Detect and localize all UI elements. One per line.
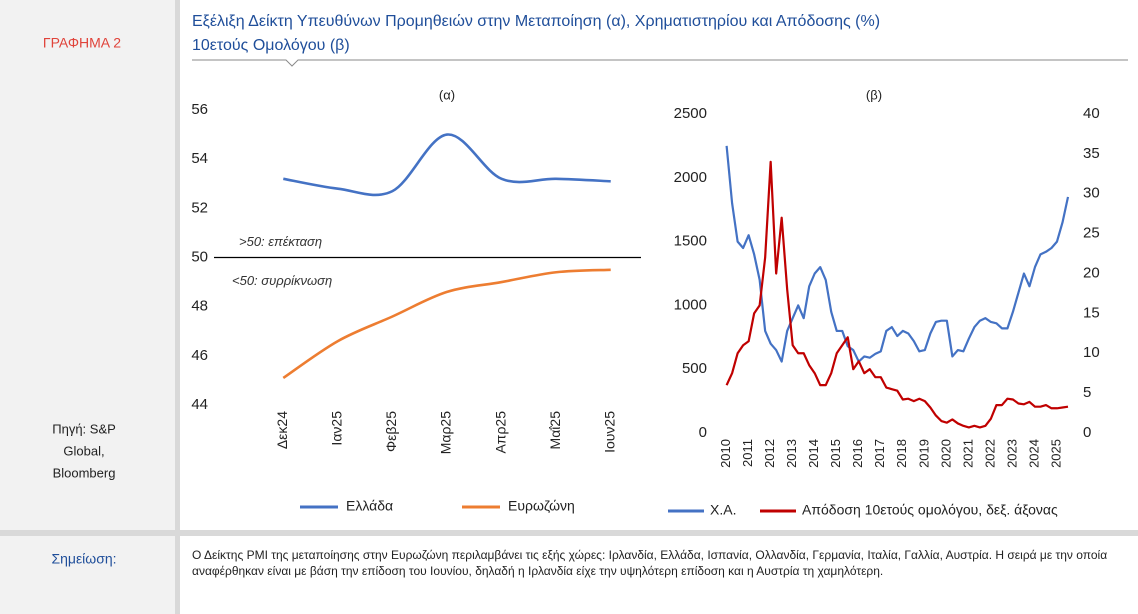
legend-label: Ελλάδα <box>346 498 393 514</box>
x-tick-label: Μαρ25 <box>438 411 454 455</box>
x-tick-label: 2024 <box>1026 439 1041 468</box>
page-title: 10ετούς Ομολόγου (β) <box>192 37 350 54</box>
y-tick-label: 48 <box>191 298 208 315</box>
side-panel <box>0 0 175 530</box>
y2-tick-label: 10 <box>1083 344 1100 361</box>
title-rule <box>192 59 1128 67</box>
y2-tick-label: 35 <box>1083 145 1100 162</box>
y-tick-label: 500 <box>682 360 707 377</box>
x-tick-label: 2013 <box>784 439 799 468</box>
line-series <box>725 145 1070 363</box>
legend-label: Χ.Α. <box>710 502 736 518</box>
annotation: >50: επέκταση <box>239 234 322 249</box>
x-tick-label: 2012 <box>762 439 777 468</box>
x-tick-label: Δεκ24 <box>274 411 290 449</box>
x-tick-label: 2025 <box>1048 439 1063 468</box>
y-tick-label: 56 <box>191 101 208 118</box>
x-tick-label: 2023 <box>1004 439 1019 468</box>
x-tick-label: 2020 <box>938 439 953 468</box>
y2-tick-label: 30 <box>1083 185 1100 202</box>
y-tick-label: 2500 <box>674 105 707 122</box>
y-tick-label: 52 <box>191 199 208 216</box>
y2-tick-label: 0 <box>1083 424 1091 441</box>
y-tick-label: 46 <box>191 347 208 364</box>
separator <box>0 530 1138 536</box>
line-series <box>282 268 611 380</box>
x-tick-label: Ιαν25 <box>329 411 345 446</box>
note: Ο Δείκτης PMI της μεταποίησης στην Ευρωζ… <box>192 548 1108 578</box>
separator <box>175 536 180 614</box>
y-tick-label: 50 <box>191 248 208 265</box>
chart-title: (α) <box>439 87 455 102</box>
x-tick-label: 2022 <box>982 439 997 468</box>
legend-label: Ευρωζώνη <box>508 498 575 514</box>
chart-title: (β) <box>866 87 882 102</box>
x-tick-label: 2011 <box>740 439 755 467</box>
source: Global, <box>63 443 104 458</box>
y-tick-label: 44 <box>191 396 208 413</box>
x-tick-label: Απρ25 <box>492 411 508 454</box>
x-tick-label: 2016 <box>850 439 865 468</box>
x-tick-label: 2010 <box>718 439 733 468</box>
x-tick-label: 2021 <box>960 439 975 468</box>
separator <box>175 0 180 530</box>
x-tick-label: 2015 <box>828 439 843 468</box>
x-tick-label: 2014 <box>806 439 821 468</box>
line-series <box>725 160 1069 429</box>
x-tick-label: Μαΐ25 <box>547 411 563 450</box>
legend-label: Απόδοση 10ετούς ομολόγου, δεξ. άξονας <box>802 502 1058 518</box>
y2-tick-label: 25 <box>1083 225 1100 242</box>
x-tick-label: Ιουν25 <box>601 411 617 453</box>
y2-tick-label: 40 <box>1083 105 1100 122</box>
chart-label: ΓΡΑΦΗΜΑ 2 <box>43 35 121 51</box>
y-tick-label: 54 <box>191 150 208 167</box>
note-label: Σημείωση: <box>51 551 116 567</box>
y-tick-label: 1000 <box>674 296 707 313</box>
page-title: Εξέλιξη Δείκτη Υπευθύνων Προμηθειών στην… <box>192 13 880 30</box>
annotation: <50: συρρίκνωση <box>232 273 332 288</box>
x-tick-label: 2017 <box>872 439 887 468</box>
x-tick-label: 2019 <box>916 439 931 468</box>
x-tick-label: Φεβ25 <box>383 411 399 452</box>
x-tick-label: 2018 <box>894 439 909 468</box>
note-panel <box>0 536 175 614</box>
source: Bloomberg <box>53 465 116 480</box>
y2-tick-label: 20 <box>1083 264 1100 281</box>
line-series <box>283 133 611 197</box>
source: Πηγή: S&P <box>52 421 116 436</box>
y2-tick-label: 15 <box>1083 304 1100 321</box>
y-tick-label: 0 <box>699 424 707 441</box>
y-tick-label: 2000 <box>674 169 707 186</box>
y2-tick-label: 5 <box>1083 384 1091 401</box>
y-tick-label: 1500 <box>674 233 707 250</box>
